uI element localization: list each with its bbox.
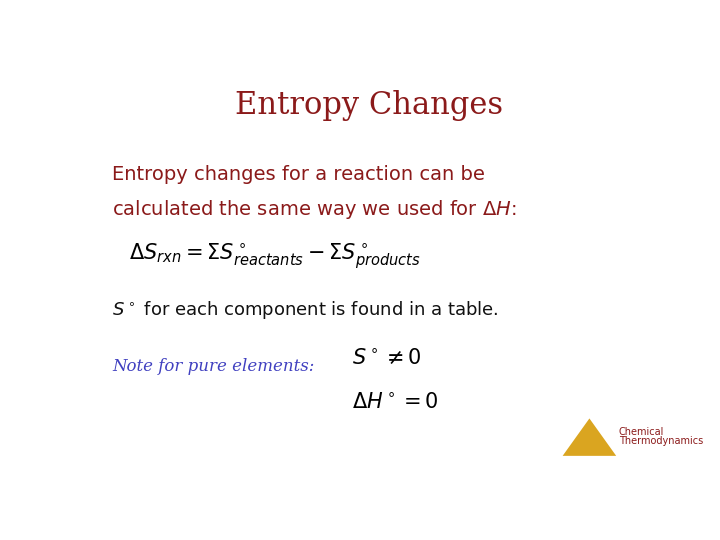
Text: Entropy Changes: Entropy Changes [235, 90, 503, 121]
Text: Thermodynamics: Thermodynamics [619, 436, 703, 446]
Polygon shape [562, 418, 616, 456]
Text: $\Delta H^\circ = 0$: $\Delta H^\circ = 0$ [352, 392, 438, 411]
Text: Entropy changes for a reaction can be: Entropy changes for a reaction can be [112, 165, 485, 184]
Text: $S^\circ \neq 0$: $S^\circ \neq 0$ [352, 348, 422, 368]
Text: Note for pure elements:: Note for pure elements: [112, 358, 315, 375]
Text: $S^\circ$ for each component is found in a table.: $S^\circ$ for each component is found in… [112, 299, 499, 321]
Text: calculated the same way we used for $\Delta H$:: calculated the same way we used for $\De… [112, 198, 517, 221]
Text: $\Delta S_{rxn} = \Sigma S^\circ_{reactants} - \Sigma S^\circ_{products}$: $\Delta S_{rxn} = \Sigma S^\circ_{reacta… [129, 241, 421, 271]
Text: Chemical: Chemical [619, 427, 665, 436]
